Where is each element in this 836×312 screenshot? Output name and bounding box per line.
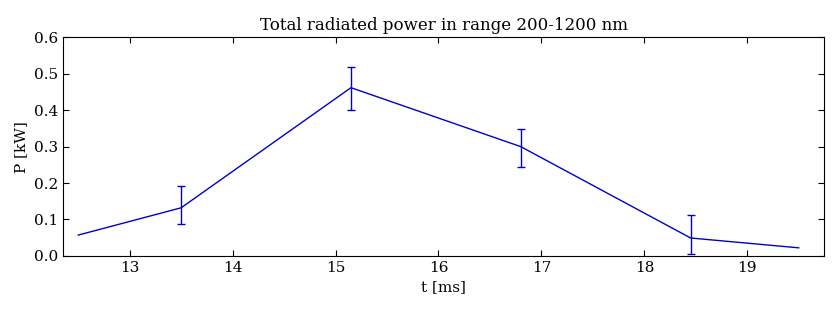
X-axis label: t [ms]: t [ms] — [421, 280, 466, 294]
Y-axis label: P [kW]: P [kW] — [14, 121, 28, 173]
Title: Total radiated power in range 200-1200 nm: Total radiated power in range 200-1200 n… — [259, 17, 627, 35]
